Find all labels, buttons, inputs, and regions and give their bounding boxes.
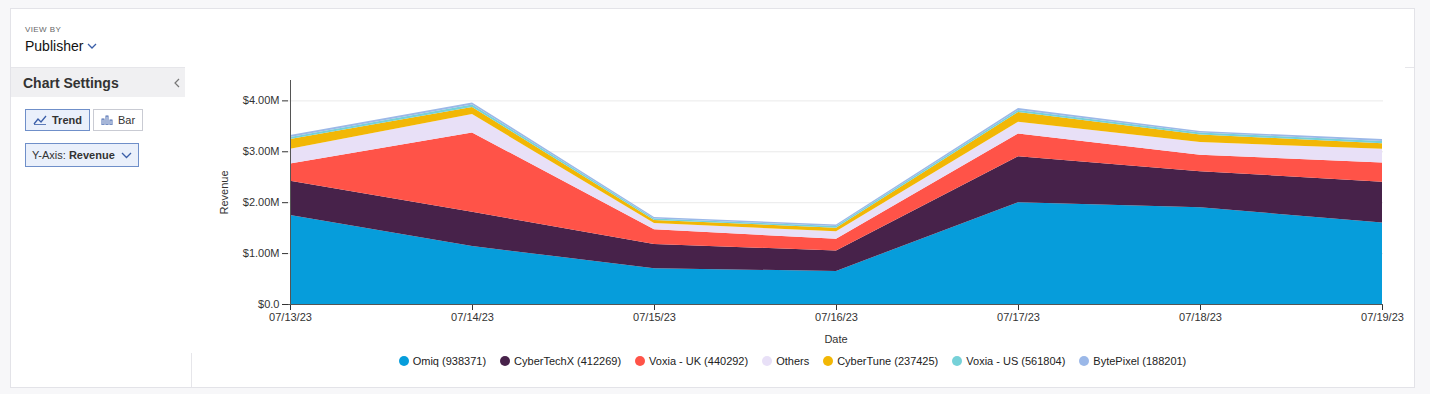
html-text:Chart Settings: Chart Settings	[23, 74, 119, 91]
svg-text:$2.00M: $2.00M	[243, 196, 280, 208]
svg-text:07/15/23: 07/15/23	[633, 311, 676, 323]
html-text:CyberTechX (412269): CyberTechX (412269)	[514, 355, 622, 367]
html-text:Voxia - US (561804): Voxia - US (561804)	[966, 355, 1066, 367]
svg-text:07/14/23: 07/14/23	[451, 311, 494, 323]
svg-text:07/19/23: 07/19/23	[1361, 311, 1404, 323]
svg-text:07/16/23: 07/16/23	[815, 311, 858, 323]
svg-text:$1.00M: $1.00M	[243, 247, 280, 259]
html-text:CyberTune (237425): CyberTune (237425)	[837, 355, 939, 367]
html-text:Y-Axis: Revenue: Y-Axis: Revenue	[32, 149, 115, 161]
svg-text:$4.00M: $4.00M	[243, 94, 280, 106]
html-text:Voxia - UK (440292): Voxia - UK (440292)	[649, 355, 749, 367]
svg-text:$0.0: $0.0	[258, 298, 279, 310]
html-text:Bar: Bar	[118, 114, 136, 126]
html-text:Omiq (938371): Omiq (938371)	[412, 355, 487, 367]
html-text:VIEW BY: VIEW BY	[25, 25, 62, 34]
html-text:BytePixel (188201): BytePixel (188201)	[1093, 355, 1187, 367]
html-text:Trend: Trend	[52, 114, 82, 126]
html-text:Publisher: Publisher	[25, 38, 84, 54]
svg-text:$3.00M: $3.00M	[243, 145, 280, 157]
svg-text:07/18/23: 07/18/23	[1179, 311, 1222, 323]
svg-text:Date: Date	[824, 333, 847, 345]
svg-text:07/17/23: 07/17/23	[997, 311, 1040, 323]
svg-text:Revenue: Revenue	[218, 170, 230, 214]
svg-text:07/13/23: 07/13/23	[269, 311, 312, 323]
html-text:Others: Others	[776, 355, 810, 367]
